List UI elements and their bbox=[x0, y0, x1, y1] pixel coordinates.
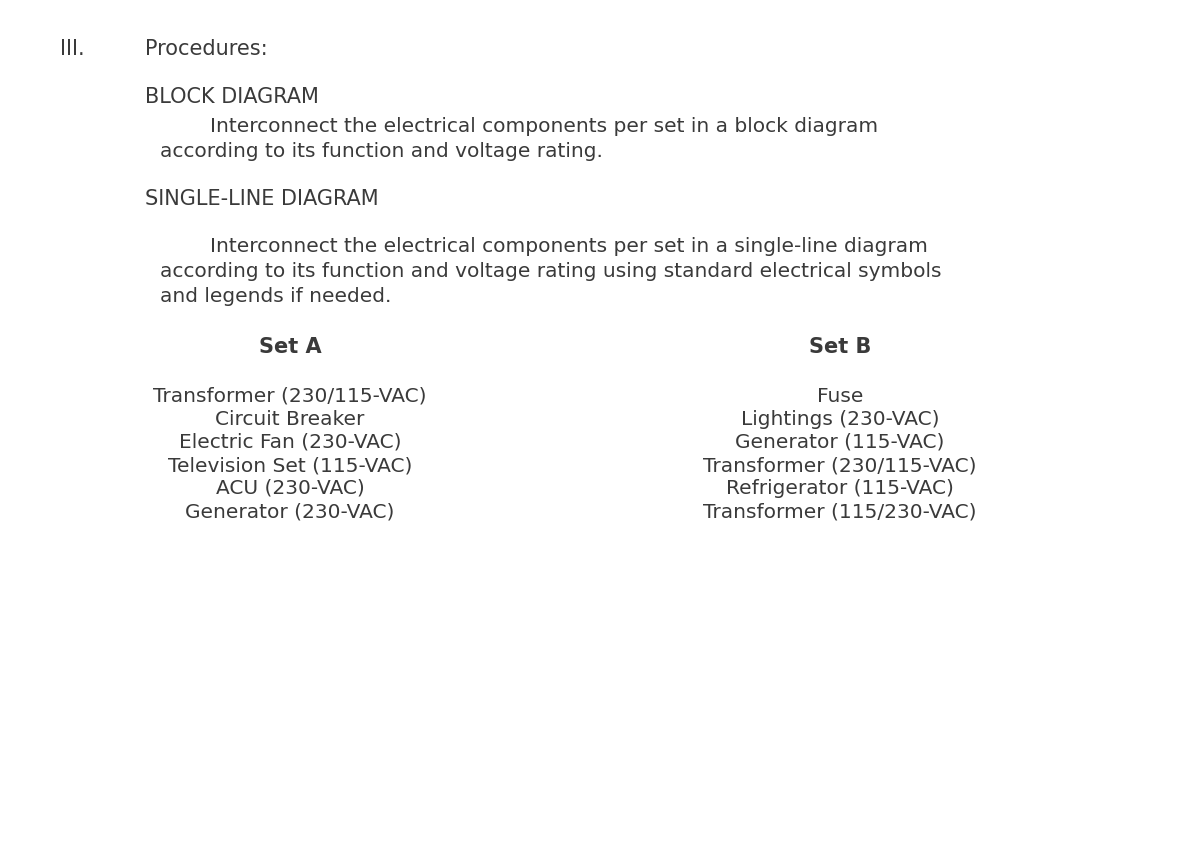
Text: III.: III. bbox=[60, 39, 85, 59]
Text: BLOCK DIAGRAM: BLOCK DIAGRAM bbox=[145, 87, 319, 107]
Text: Procedures:: Procedures: bbox=[145, 39, 268, 59]
Text: Fuse: Fuse bbox=[817, 387, 863, 406]
Text: Transformer (230/115-VAC): Transformer (230/115-VAC) bbox=[154, 387, 427, 406]
Text: Set B: Set B bbox=[809, 337, 871, 357]
Text: Transformer (230/115-VAC): Transformer (230/115-VAC) bbox=[703, 456, 977, 475]
Text: ACU (230-VAC): ACU (230-VAC) bbox=[216, 479, 365, 498]
Text: Interconnect the electrical components per set in a single-line diagram: Interconnect the electrical components p… bbox=[210, 237, 928, 256]
Text: Circuit Breaker: Circuit Breaker bbox=[215, 410, 365, 429]
Text: Electric Fan (230-VAC): Electric Fan (230-VAC) bbox=[179, 433, 401, 452]
Text: Lightings (230-VAC): Lightings (230-VAC) bbox=[740, 410, 940, 429]
Text: Interconnect the electrical components per set in a block diagram: Interconnect the electrical components p… bbox=[210, 117, 878, 136]
Text: Generator (115-VAC): Generator (115-VAC) bbox=[736, 433, 944, 452]
Text: Transformer (115/230-VAC): Transformer (115/230-VAC) bbox=[703, 502, 977, 521]
Text: Generator (230-VAC): Generator (230-VAC) bbox=[185, 502, 395, 521]
Text: Refrigerator (115-VAC): Refrigerator (115-VAC) bbox=[726, 479, 954, 498]
Text: Television Set (115-VAC): Television Set (115-VAC) bbox=[168, 456, 412, 475]
Text: SINGLE-LINE DIAGRAM: SINGLE-LINE DIAGRAM bbox=[145, 189, 379, 209]
Text: according to its function and voltage rating.: according to its function and voltage ra… bbox=[160, 142, 602, 161]
Text: according to its function and voltage rating using standard electrical symbols: according to its function and voltage ra… bbox=[160, 262, 942, 281]
Text: Set A: Set A bbox=[259, 337, 322, 357]
Text: and legends if needed.: and legends if needed. bbox=[160, 287, 391, 306]
